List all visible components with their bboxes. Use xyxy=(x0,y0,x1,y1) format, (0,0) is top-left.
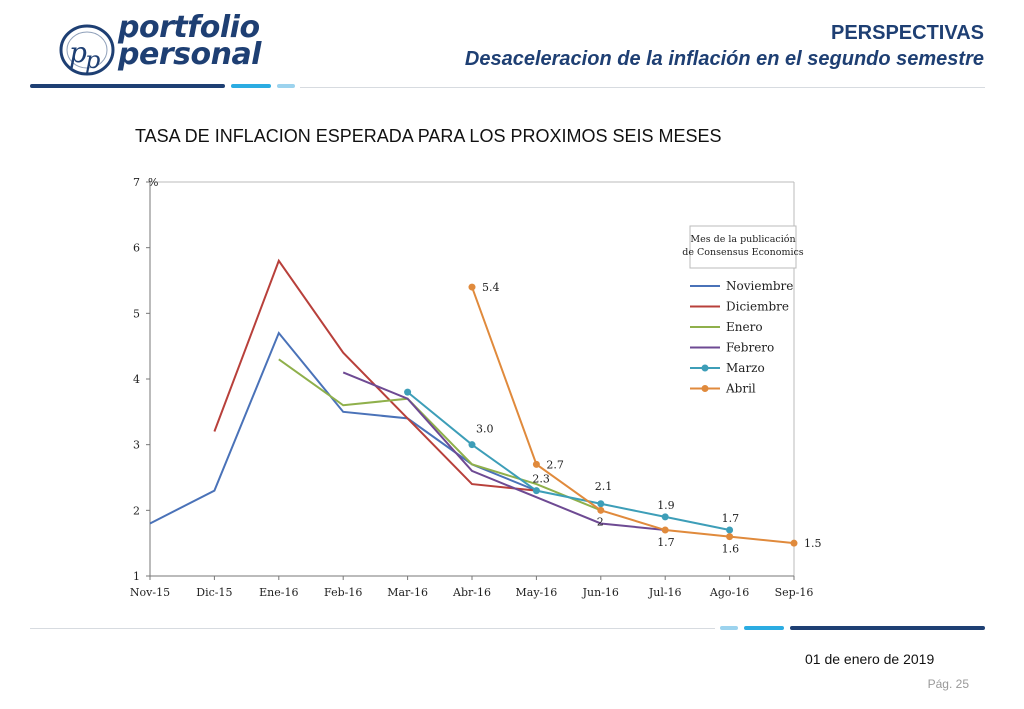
x-tick-label: Nov-15 xyxy=(130,586,170,599)
header-divider-thin xyxy=(300,87,985,88)
page-number: Pág. 25 xyxy=(927,677,969,691)
page-subtitle: Desaceleracion de la inflación en el seg… xyxy=(464,48,984,70)
x-tick-label: Ene-16 xyxy=(259,586,298,599)
y-tick-label: 3 xyxy=(133,439,140,452)
y-tick-label: 2 xyxy=(133,504,140,517)
series-line-febrero xyxy=(342,371,666,532)
data-label: 3.0 xyxy=(476,423,494,436)
report-date: 01 de enero de 2019 xyxy=(805,651,935,667)
legend-marker-marzo xyxy=(701,364,709,372)
data-label: 1.7 xyxy=(722,512,740,525)
legend-item-noviembre: Noviembre xyxy=(726,279,793,293)
y-tick-label: 1 xyxy=(133,570,140,583)
chart-title: TASA DE INFLACION ESPERADA PARA LOS PROX… xyxy=(135,126,722,146)
series-point-abril xyxy=(468,283,476,291)
footer-divider-dark xyxy=(790,626,985,630)
legend-item-diciembre: Diciembre xyxy=(726,300,789,314)
data-label: 2 xyxy=(597,515,604,528)
x-tick-label: Ago-16 xyxy=(709,586,749,599)
data-label: 1.5 xyxy=(804,537,822,550)
y-tick-label: 7 xyxy=(133,176,140,189)
x-tick-label: Jun-16 xyxy=(582,586,619,599)
data-label: 1.9 xyxy=(657,499,675,512)
series-line-marzo xyxy=(406,391,730,532)
data-label: 2.3 xyxy=(532,473,550,486)
page-title: PERSPECTIVAS xyxy=(831,22,984,44)
logo-wordmark: portfolio personal xyxy=(118,10,261,72)
header-divider-light xyxy=(277,84,295,88)
series-point-marzo xyxy=(726,526,734,534)
series-point-marzo xyxy=(468,441,476,449)
legend-title-box xyxy=(689,225,797,269)
series-point-marzo xyxy=(661,513,669,521)
svg-text:p: p xyxy=(69,36,87,69)
legend-item-febrero: Febrero xyxy=(726,341,774,355)
header-divider-blue xyxy=(231,84,271,88)
series-point-abril xyxy=(790,539,798,547)
data-label: 2.1 xyxy=(595,480,613,493)
x-tick-label: Dic-15 xyxy=(196,586,232,599)
footer-divider-blue xyxy=(744,626,784,630)
x-tick-label: Feb-16 xyxy=(324,586,362,599)
legend-title: de Consensus Economics xyxy=(682,247,804,258)
legend-marker-abril xyxy=(701,385,709,392)
inflation-line-chart: 1 2 3 4 5 6 7 % Nov-15 Dic-15 Ene-16 Feb-16 Mar-16 Ab… xyxy=(130,176,822,599)
y-tick-label: 6 xyxy=(133,242,140,255)
legend-title: Mes de la publicación xyxy=(690,234,795,245)
logo-line-2: personal xyxy=(118,37,261,72)
legend-item-abril: Abril xyxy=(725,382,756,396)
x-tick-label: Jul-16 xyxy=(648,586,682,599)
x-tick-label: Sep-16 xyxy=(775,586,814,599)
logo-line-1: portfolio xyxy=(118,10,260,45)
series-point-abril xyxy=(597,506,605,514)
x-tick-label: Mar-16 xyxy=(387,586,428,599)
footer-divider-light xyxy=(720,626,738,630)
series-point-marzo xyxy=(597,500,605,508)
y-tick-label: 5 xyxy=(133,307,140,320)
series-point-marzo xyxy=(532,487,540,495)
svg-text:p: p xyxy=(85,46,100,74)
legend-item-marzo: Marzo xyxy=(726,361,765,375)
series-point-marzo xyxy=(404,388,412,396)
y-tick-label: 4 xyxy=(133,373,140,386)
legend-item-enero: Enero xyxy=(726,320,763,334)
header-divider-dark xyxy=(30,84,225,88)
series-point-abril xyxy=(726,533,734,541)
footer-divider-thin xyxy=(30,628,715,629)
data-label: 2.7 xyxy=(546,458,564,471)
y-axis-label: % xyxy=(148,176,158,189)
series-line-abril xyxy=(471,286,795,545)
series-point-abril xyxy=(661,526,669,534)
data-label: 5.4 xyxy=(482,281,500,294)
data-label: 1.7 xyxy=(657,536,675,549)
x-tick-label: May-16 xyxy=(516,586,558,599)
data-label: 1.6 xyxy=(722,543,740,556)
series-line-enero xyxy=(278,358,602,512)
x-tick-label: Abr-16 xyxy=(452,586,491,599)
portfolio-personal-logo: p p xyxy=(59,24,115,76)
series-point-abril xyxy=(532,460,540,468)
